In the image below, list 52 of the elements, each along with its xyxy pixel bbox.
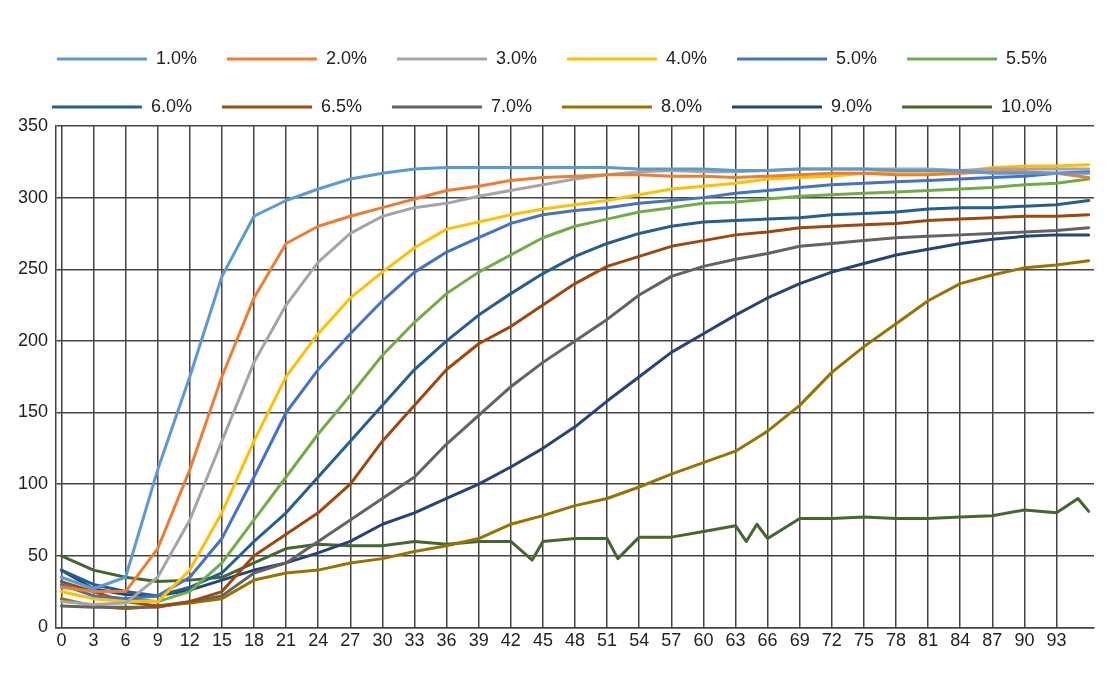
x-tick-label: 84 <box>950 630 971 651</box>
x-tick-label: 39 <box>468 630 489 651</box>
x-tick-label: 48 <box>565 630 586 651</box>
y-tick-label: 300 <box>17 186 49 207</box>
legend-label: 5.5% <box>1006 47 1048 68</box>
x-tick-label: 72 <box>821 630 842 651</box>
x-tick-label: 0 <box>56 630 67 651</box>
x-tick-label: 51 <box>597 630 618 651</box>
x-tick-label: 24 <box>308 630 329 651</box>
x-tick-label: 15 <box>211 630 232 651</box>
x-tick-label: 81 <box>918 630 939 651</box>
x-tick-label: 30 <box>372 630 393 651</box>
legend-label: 2.0% <box>325 47 367 68</box>
x-tick-label: 36 <box>436 630 457 651</box>
legend-label: 8.0% <box>660 95 703 116</box>
legend-label: 6.5% <box>320 95 362 116</box>
legend-label: 10.0% <box>1001 95 1053 116</box>
x-tick-label: 12 <box>179 630 200 651</box>
x-tick-label: 93 <box>1046 630 1067 651</box>
legend-label: 1.0% <box>155 47 197 68</box>
x-tick-label: 90 <box>1014 630 1035 651</box>
x-tick-label: 3 <box>88 630 99 651</box>
legend-label: 7.0% <box>490 95 532 116</box>
y-tick-label: 100 <box>17 473 49 494</box>
x-tick-label: 57 <box>661 630 682 651</box>
y-tick-label: 250 <box>17 258 49 279</box>
x-tick-label: 60 <box>693 630 714 651</box>
x-tick-label: 78 <box>886 630 907 651</box>
x-tick-label: 63 <box>725 630 746 651</box>
legend-label: 4.0% <box>666 47 708 68</box>
x-tick-label: 27 <box>340 630 361 651</box>
x-tick-label: 45 <box>532 630 553 651</box>
x-tick-label: 87 <box>982 630 1003 651</box>
legend-label: 6.0% <box>150 95 192 116</box>
y-tick-label: 200 <box>17 329 49 350</box>
y-tick-label: 0 <box>38 616 49 637</box>
x-tick-label: 75 <box>853 630 874 651</box>
y-tick-label: 350 <box>17 114 49 135</box>
legend-label: 9.0% <box>831 95 873 116</box>
y-tick-label: 50 <box>28 544 49 565</box>
y-tick-label: 150 <box>17 401 49 422</box>
x-tick-label: 69 <box>789 630 810 651</box>
x-tick-label: 54 <box>629 630 650 651</box>
x-tick-label: 66 <box>757 630 778 651</box>
x-tick-label: 6 <box>120 630 131 651</box>
x-tick-label: 42 <box>500 630 521 651</box>
x-tick-label: 9 <box>152 630 163 651</box>
legend-label: 5.0% <box>836 47 878 68</box>
x-tick-label: 33 <box>404 630 425 651</box>
legend-label: 3.0% <box>495 47 537 68</box>
x-tick-label: 21 <box>276 630 297 651</box>
x-tick-label: 18 <box>243 630 265 651</box>
